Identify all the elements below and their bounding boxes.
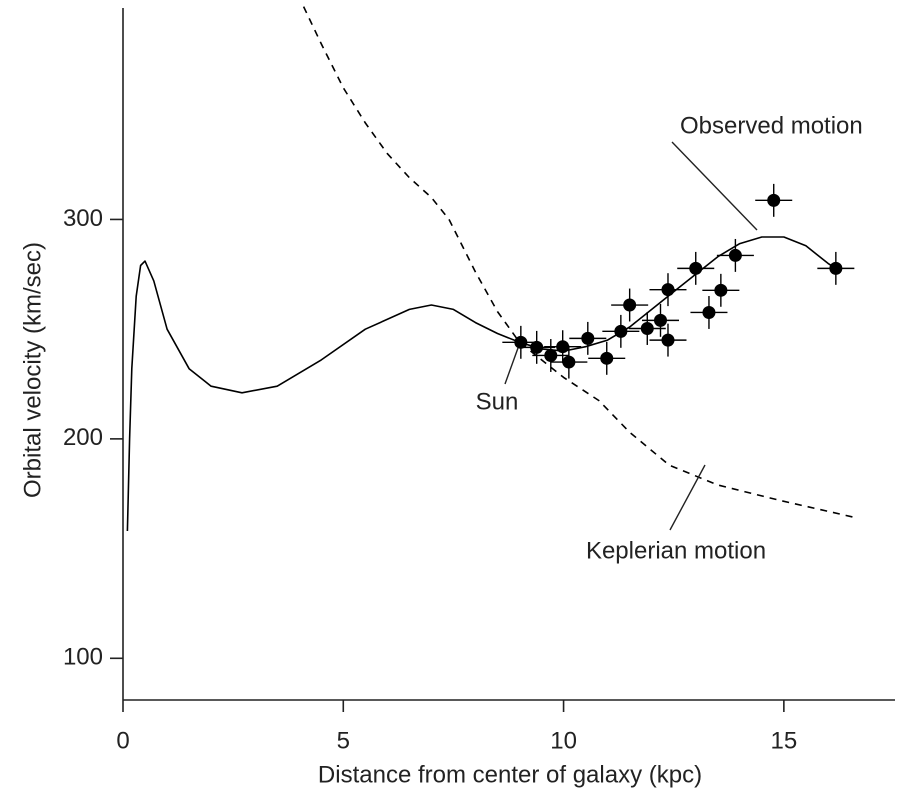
data-point [728,248,742,262]
x-axis-label: Distance from center of galaxy (kpc) [318,761,702,788]
curve [126,236,842,532]
leader-line [669,464,706,531]
annotation: Observed motion [680,112,863,139]
data-point [556,340,570,354]
plot-area [126,6,857,532]
data-point [530,340,544,354]
data-point [581,331,595,345]
annotation: Keplerian motion [586,537,766,564]
data-point [623,298,637,312]
data-point [689,261,703,275]
data-point [702,305,716,319]
data-point [562,355,576,369]
data-point [829,261,843,275]
data-point [600,351,614,365]
y-axis-label: Orbital velocity (km/sec) [19,242,46,498]
data-point [661,283,675,297]
annotation: Sun [476,388,519,415]
data-point [661,333,675,347]
data-point [544,348,558,362]
y-tick-label: 300 [63,205,103,232]
x-tick-label: 5 [337,727,350,754]
x-tick-label: 10 [550,727,577,754]
data-point [767,193,781,207]
curve [302,6,857,519]
x-tick-label: 15 [771,727,798,754]
data-point [514,335,528,349]
leader-line [671,141,758,231]
data-point [640,321,654,335]
data-point [714,283,728,297]
data-point [614,324,628,338]
x-tick-label: 0 [116,727,129,754]
y-tick-label: 100 [63,644,103,671]
y-tick-label: 200 [63,424,103,451]
leader-line [504,347,519,385]
data-point [653,313,667,327]
